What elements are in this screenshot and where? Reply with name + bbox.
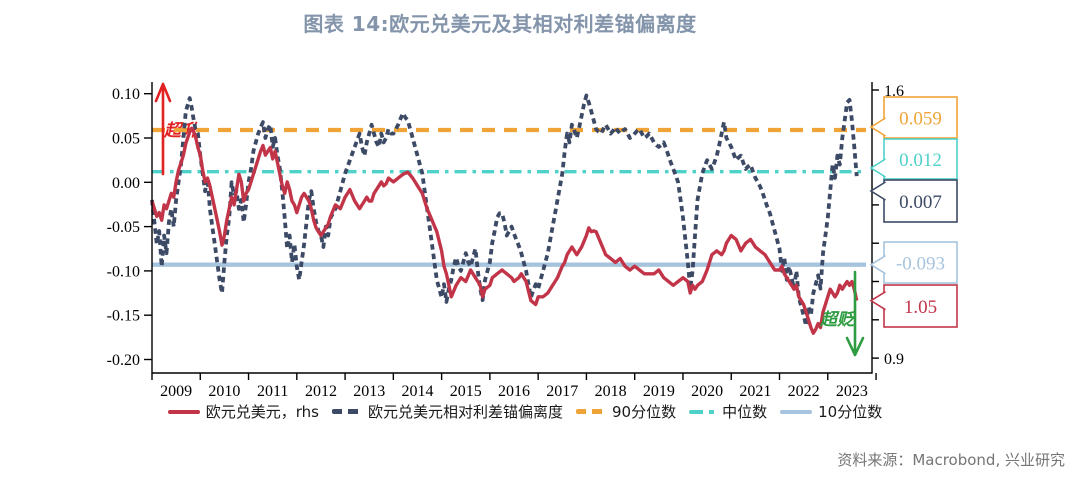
- legend-item-median: 中位数: [689, 401, 767, 422]
- callout-pointer: [869, 158, 886, 178]
- x-axis-label: 2011: [257, 383, 288, 400]
- left-axis-label: -0.20: [107, 352, 140, 369]
- callout-value: 1.05: [904, 297, 937, 318]
- legend-swatch-median-line: [689, 409, 717, 414]
- legend-label: 欧元兑美元，rhs: [205, 403, 319, 421]
- x-axis-label: 2009: [160, 383, 192, 400]
- callout-value: -0.093: [896, 254, 945, 275]
- x-axis-label: 2013: [353, 383, 385, 400]
- x-axis-label: 2019: [643, 383, 675, 400]
- callout-pointer: [869, 290, 886, 311]
- left-axis-label: 0.10: [112, 86, 140, 103]
- x-axis-label: 2020: [691, 383, 723, 400]
- left-axis-label: -0.05: [107, 219, 140, 236]
- x-axis-label: 2012: [305, 383, 337, 400]
- callout-value: 0.059: [899, 109, 942, 130]
- callout-pointer: [869, 255, 886, 275]
- left-axis-label: 0.05: [112, 131, 140, 148]
- x-axis-label: 2016: [498, 383, 530, 400]
- callout-pointer: [869, 117, 886, 137]
- callout-box--0.093: [883, 241, 958, 284]
- right-axis-label: 0.9: [884, 351, 904, 368]
- callout-box-0.007: [883, 179, 958, 223]
- overshoot-up-arrow: [154, 82, 172, 176]
- x-axis-label: 2018: [595, 383, 627, 400]
- legend-swatch-p90-line: [576, 409, 607, 414]
- x-axis-label: 2023: [836, 383, 868, 400]
- x-axis-label: 2022: [788, 383, 820, 400]
- page-title: 图表 14:欧元兑美元及其相对利差锚偏离度: [303, 12, 697, 36]
- x-axis-label: 2014: [401, 383, 433, 400]
- legend-item-p10: 10分位数: [780, 401, 882, 422]
- x-axis-label: 2021: [739, 383, 771, 400]
- callout-box-0.059: [883, 96, 958, 139]
- callout-box-0.012: [883, 138, 958, 180]
- legend-label: 欧元兑美元相对利差锚偏离度: [368, 403, 564, 421]
- legend-item-p90: 90分位数: [576, 401, 676, 422]
- left-axis-label: 0.00: [112, 175, 140, 192]
- x-axis-label: 2017: [546, 383, 578, 400]
- callout-value: 0.007: [899, 192, 942, 213]
- legend-item-eurusd: 欧元兑美元，rhs: [167, 401, 319, 422]
- left-axis-label: -0.15: [107, 308, 140, 325]
- x-axis-label: 2015: [450, 383, 482, 400]
- legend-swatch-eurusd-line: [167, 409, 200, 414]
- legend-swatch-p10-line: [780, 409, 813, 414]
- legend-label: 90分位数: [612, 403, 677, 421]
- callout-value: 0.012: [899, 150, 942, 171]
- eurusd-series-line: [150, 126, 859, 335]
- deviation-series-line: [150, 93, 859, 328]
- overshoot-down-arrow: [845, 270, 865, 357]
- legend-label: 10分位数: [818, 403, 883, 421]
- axis-frame: [151, 82, 873, 374]
- callout-pointer: [869, 181, 886, 201]
- legend-label: 中位数: [722, 403, 768, 421]
- overshoot-down-label: 超贬: [819, 310, 857, 330]
- source-note: 资料来源：Macrobond, 兴业研究: [837, 451, 1065, 469]
- x-axis-label: 2010: [208, 383, 240, 400]
- right-axis-label: 1.6: [884, 83, 904, 100]
- legend-item-deviation: 欧元兑美元相对利差锚偏离度: [332, 401, 563, 422]
- left-axis-label: -0.10: [107, 263, 140, 280]
- legend-swatch-deviation-line: [332, 409, 362, 414]
- chart-legend: 欧元兑美元，rhs 欧元兑美元相对利差锚偏离度 90分位数 中位数 10分位数: [0, 401, 1050, 422]
